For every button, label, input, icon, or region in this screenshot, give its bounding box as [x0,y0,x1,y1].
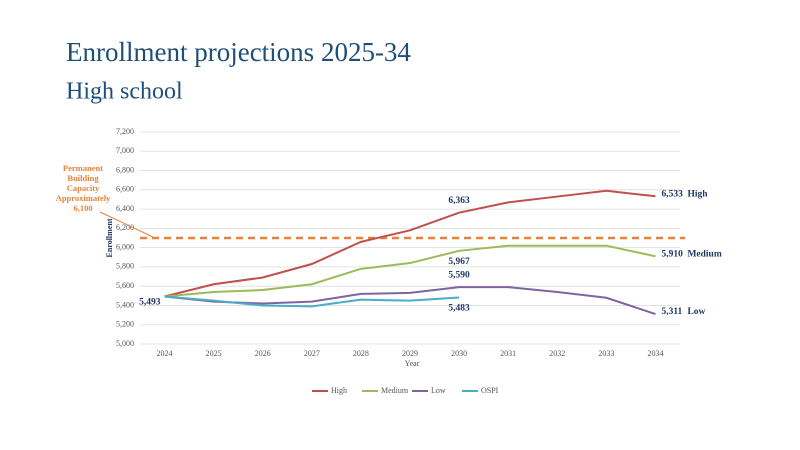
x-axis-label: Year [405,359,420,368]
series-end-label: High [687,189,708,199]
data-label: 5,483 [448,304,470,314]
legend-label: OSPI [481,386,499,395]
x-tick-label: 2034 [647,349,663,358]
series-end-label: Low [687,307,705,317]
x-tick-label: 2026 [255,349,271,358]
x-tick-label: 2030 [451,349,467,358]
legend-label: Low [431,386,446,395]
x-tick-label: 2029 [402,349,418,358]
capacity-label: Capacity [67,183,100,193]
y-tick-label: 5,200 [116,320,134,329]
series-line [164,244,656,298]
series-line [164,189,656,298]
capacity-pointer [99,211,156,239]
y-tick-label: 7,200 [116,127,134,136]
data-label: 5,967 [448,257,470,267]
x-tick-label: 2025 [206,349,222,358]
y-tick-label: 5,600 [116,281,134,290]
data-label: 5,493 [139,298,161,308]
y-axis-label: Enrollment [105,218,114,257]
data-label: 5,590 [448,270,470,280]
chart-subtitle: High school [66,79,183,105]
y-tick-label: 6,200 [116,223,134,232]
data-label: 5,910 [661,249,683,259]
series-end-label: Medium [687,249,721,259]
x-tick-label: 2024 [157,349,173,358]
data-label: 6,533 [661,189,683,199]
capacity-label: Approximately [56,193,111,203]
y-tick-label: 6,400 [116,204,134,213]
x-tick-label: 2032 [549,349,565,358]
series-line [164,295,460,308]
y-tick-label: 5,400 [116,300,134,309]
data-label: 6,363 [448,196,470,206]
data-label: 5,311 [661,307,682,317]
y-tick-label: 6,000 [116,242,134,251]
y-tick-label: 6,600 [116,185,134,194]
y-tick-label: 5,800 [116,262,134,271]
capacity-label: Building [67,173,99,183]
legend-label: Medium [381,386,409,395]
chart-title: Enrollment projections 2025-34 [66,37,411,67]
capacity-label: 6,100 [73,203,92,213]
x-tick-label: 2031 [500,349,516,358]
y-tick-label: 7,000 [116,146,134,155]
y-tick-label: 5,000 [116,339,134,348]
y-tick-label: 6,800 [116,165,134,174]
x-tick-label: 2033 [598,349,614,358]
capacity-label: Permanent [63,163,103,173]
legend-label: High [331,386,347,395]
x-tick-label: 2027 [304,349,320,358]
x-tick-label: 2028 [353,349,369,358]
